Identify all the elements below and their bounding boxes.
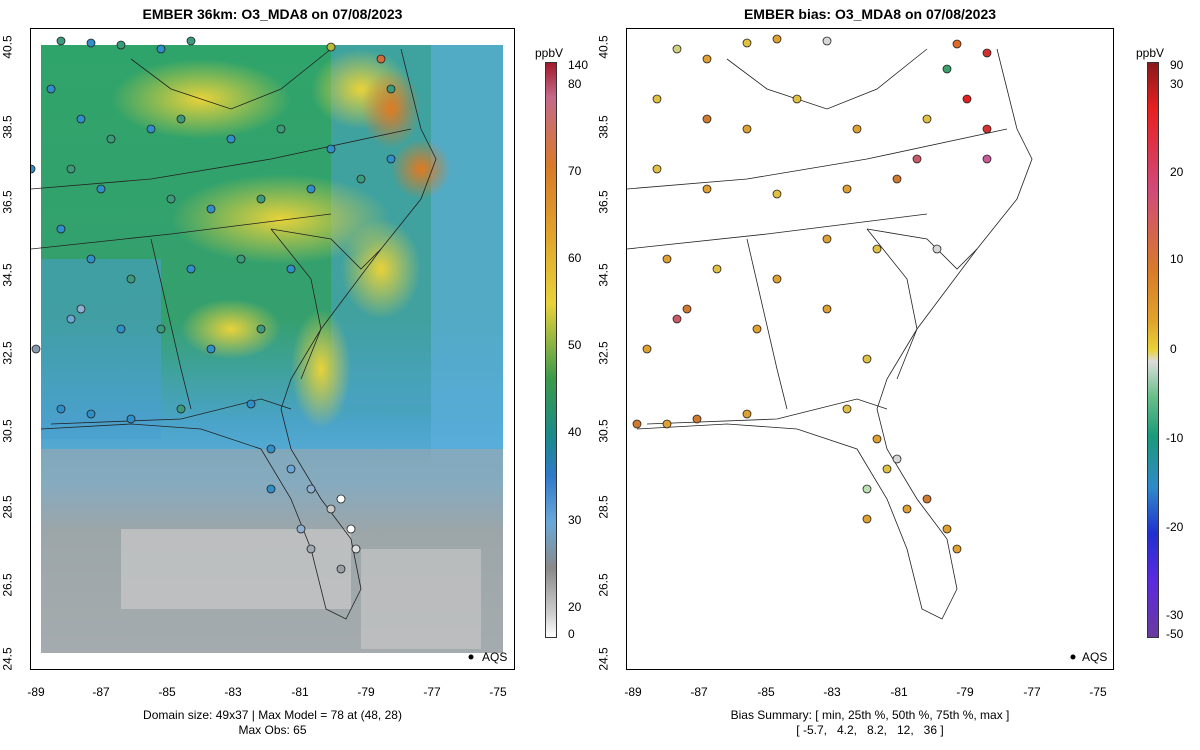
right-colorbar-label: 30 xyxy=(1170,77,1184,91)
left-x-tick: -75 xyxy=(489,685,507,699)
right-x-tick: -79 xyxy=(956,685,974,699)
left-y-tick: 30.5 xyxy=(0,419,15,443)
right-y-tick: 38.5 xyxy=(596,115,611,139)
right-x-tick: -81 xyxy=(890,685,908,699)
right-colorbar-unit: ppbV xyxy=(1136,46,1165,60)
left-colorbar-label: 60 xyxy=(568,251,582,265)
right-panel-title: EMBER bias: O3_MDA8 on 07/08/2023 xyxy=(743,6,997,22)
right-map-frame xyxy=(626,28,1114,670)
right-footer-line2: [ -5.7, 4.2, 8.2, 12, 36 ] xyxy=(796,723,944,737)
right-x-tick: -83 xyxy=(823,685,841,699)
left-colorbar-label: 140 xyxy=(568,58,589,72)
right-y-tick: 26.5 xyxy=(596,573,611,597)
left-footer-line2: Max Obs: 65 xyxy=(238,723,307,737)
right-x-tick: -77 xyxy=(1023,685,1041,699)
aqs-stations xyxy=(31,36,396,574)
right-map-svg xyxy=(627,34,1076,660)
right-colorbar-label: 10 xyxy=(1170,252,1184,266)
left-x-tick: -85 xyxy=(158,685,176,699)
right-x-tick: -89 xyxy=(624,685,642,699)
right-x-tick: -87 xyxy=(690,685,708,699)
left-boundaries xyxy=(31,48,437,620)
left-panel-title: EMBER 36km: O3_MDA8 on 07/08/2023 xyxy=(142,6,403,22)
right-colorbar xyxy=(1147,62,1159,638)
left-map-svg xyxy=(31,36,503,660)
right-y-tick: 28.5 xyxy=(596,495,611,519)
right-colorbar-label: -10 xyxy=(1166,431,1184,445)
right-footer-line1: Bias Summary: [ min, 25th %, 50th %, 75t… xyxy=(730,708,1010,722)
left-colorbar-label: 20 xyxy=(568,600,582,614)
left-y-tick: 24.5 xyxy=(0,647,15,671)
left-x-tick: -83 xyxy=(224,685,242,699)
right-y-tick: 34.5 xyxy=(596,263,611,287)
right-y-tick: 24.5 xyxy=(596,647,611,671)
aqs-legend-dot xyxy=(468,654,474,660)
left-y-tick: 32.5 xyxy=(0,341,15,365)
right-x-tick: -85 xyxy=(757,685,775,699)
aqs-legend-dot xyxy=(1070,654,1076,660)
right-x-tick: -75 xyxy=(1089,685,1107,699)
left-map-frame xyxy=(30,28,515,670)
left-colorbar-label: 40 xyxy=(568,425,582,439)
left-colorbar-label: 0 xyxy=(568,627,575,641)
right-legend-label: AQS xyxy=(1082,650,1108,664)
left-legend-label: AQS xyxy=(482,650,508,664)
left-y-tick: 26.5 xyxy=(0,573,15,597)
left-y-tick: 34.5 xyxy=(0,263,15,287)
right-y-tick: 40.5 xyxy=(596,35,611,59)
left-colorbar-label: 80 xyxy=(568,77,582,91)
left-x-tick: -77 xyxy=(423,685,441,699)
left-y-tick: 36.5 xyxy=(0,190,15,214)
right-colorbar-label: 20 xyxy=(1170,165,1184,179)
left-x-tick: -81 xyxy=(291,685,309,699)
left-y-tick: 28.5 xyxy=(0,495,15,519)
right-colorbar-label: 0 xyxy=(1170,342,1177,356)
left-y-tick: 40.5 xyxy=(0,35,15,59)
left-colorbar-label: 70 xyxy=(568,164,582,178)
bias-stations xyxy=(632,34,992,554)
left-x-tick: -89 xyxy=(27,685,45,699)
right-colorbar-label: -30 xyxy=(1166,608,1184,622)
right-y-tick: 30.5 xyxy=(596,419,611,443)
left-colorbar-unit: ppbV xyxy=(535,46,564,60)
left-colorbar-label: 50 xyxy=(568,338,582,352)
left-colorbar xyxy=(545,62,557,638)
right-colorbar-label: -20 xyxy=(1166,520,1184,534)
right-y-tick: 32.5 xyxy=(596,341,611,365)
right-colorbar-label: 90 xyxy=(1170,58,1184,72)
left-y-tick: 38.5 xyxy=(0,115,15,139)
left-x-tick: -79 xyxy=(357,685,375,699)
left-x-tick: -87 xyxy=(92,685,110,699)
left-footer-line1: Domain size: 49x37 | Max Model = 78 at (… xyxy=(143,708,402,722)
right-colorbar-label: -50 xyxy=(1166,627,1184,641)
right-y-tick: 36.5 xyxy=(596,190,611,214)
right-boundaries xyxy=(627,48,1033,620)
left-colorbar-label: 30 xyxy=(568,513,582,527)
